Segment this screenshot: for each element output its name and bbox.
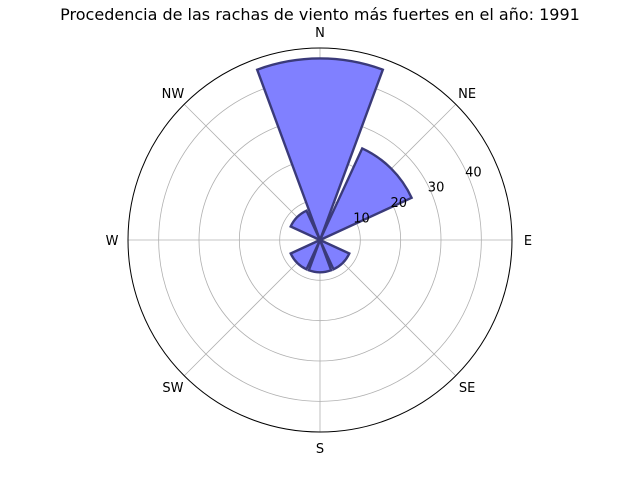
radial-tick-labels: 10 20 30 40 [353,165,481,226]
bar-n [255,57,385,244]
direction-label-nw: NW [162,87,185,102]
bar-sw [289,237,323,271]
radial-tick-label: 10 [353,212,370,227]
direction-label-ne: NE [458,87,476,102]
direction-label-s: S [316,442,324,457]
radial-tick-label: 40 [465,165,482,180]
radial-tick-label: 30 [428,181,445,196]
direction-label-se: SE [459,381,475,396]
direction-label-n: N [315,26,325,41]
bar-ne [317,146,414,243]
bar-se [317,237,351,271]
radial-tick-label: 20 [391,196,408,211]
bar-s [307,236,333,274]
chart-title: Procedencia de las rachas de viento más … [60,5,580,24]
bar-nw [289,209,323,243]
direction-label-w: W [106,234,119,249]
direction-label-e: E [524,234,532,249]
wind-bars [255,57,414,274]
direction-label-sw: SW [162,381,183,396]
direction-labels: N NE E SE S SW W NW [106,26,533,457]
polar-frame [127,47,513,433]
